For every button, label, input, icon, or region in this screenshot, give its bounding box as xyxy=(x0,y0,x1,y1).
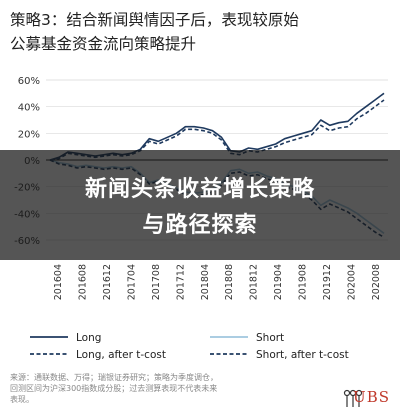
legend-label: Short, after t-cost xyxy=(256,349,349,361)
y-tick-label: 40% xyxy=(18,103,40,114)
series-line-2 xyxy=(49,99,385,161)
source-footnote: 来源：通联数据、万得；瑞银证券研究；策略为季度调仓， 回测区间为沪深300指数成… xyxy=(10,372,310,405)
x-tick-label: 201804 xyxy=(200,264,211,300)
x-tick-label: 201612 xyxy=(102,264,113,300)
x-tick-label: 201708 xyxy=(151,264,162,300)
x-tick-label: 201808 xyxy=(224,264,235,300)
y-tick-label: 20% xyxy=(18,129,40,140)
overlay-banner xyxy=(0,150,400,260)
x-tick-label: 201912 xyxy=(322,264,333,300)
x-tick-label: 201812 xyxy=(249,264,260,300)
overlay-headline-line-2: 与路径探索 xyxy=(142,213,258,238)
x-tick-label: 201608 xyxy=(78,264,89,300)
legend-label: Short xyxy=(256,332,284,344)
y-tick-label: 60% xyxy=(18,76,40,87)
x-tick-label: 201904 xyxy=(273,264,284,300)
legend: Long Short Long, after t-cost Short, after … xyxy=(30,332,349,361)
overlay-headline-line-1: 新闻头条收益增长策略 xyxy=(84,177,315,202)
x-axis-labels: 201604 201608 201612 201704 201708 201712 2018… xyxy=(53,264,382,300)
footnote-line-3: 表现。 xyxy=(10,395,34,404)
chart-title-line-2: 公募基金资金流向策略提升 xyxy=(10,35,197,53)
ubs-keys-icon xyxy=(343,389,363,407)
brand-name: UBS xyxy=(353,388,390,406)
legend-label: Long xyxy=(76,332,101,344)
x-tick-label: 202008 xyxy=(371,264,382,300)
x-tick-label: 202004 xyxy=(346,264,357,300)
chart-title: 策略3：结合新闻舆情因子后，表现较原始 公募基金资金流向策略提升 xyxy=(10,8,390,56)
chart-title-line-1: 策略3：结合新闻舆情因子后，表现较原始 xyxy=(10,11,299,29)
footnote-line-2: 回测区间为沪深300指数成分股；过去测算表现不代表未来 xyxy=(10,384,218,393)
x-tick-label: 201908 xyxy=(298,264,309,300)
footnote-line-1: 来源：通联数据、万得；瑞银证券研究；策略为季度调仓， xyxy=(10,373,218,382)
legend-label: Long, after t-cost xyxy=(76,349,166,361)
x-tick-label: 201712 xyxy=(175,264,186,300)
x-tick-label: 201704 xyxy=(127,264,138,300)
x-tick-label: 201604 xyxy=(53,264,64,300)
